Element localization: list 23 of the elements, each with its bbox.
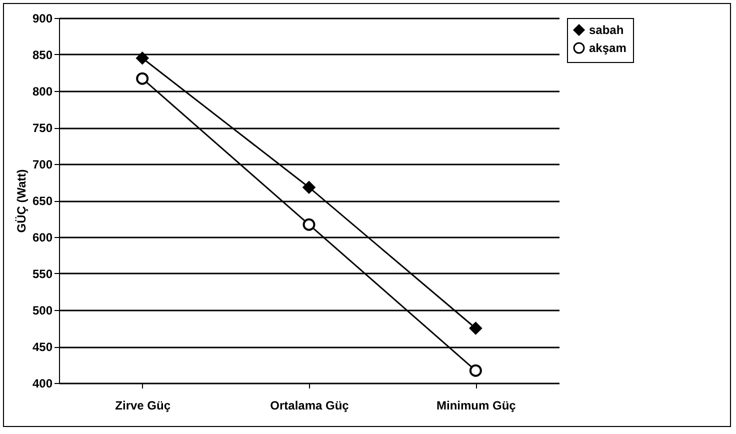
- y-tick-label: 650: [32, 194, 53, 208]
- x-tick-label: Zirve Güç: [115, 398, 171, 412]
- point: [136, 52, 149, 64]
- y-tick-label: 700: [32, 158, 53, 172]
- point: [136, 72, 149, 85]
- legend-label: akşam: [589, 41, 626, 55]
- y-tick-label: 500: [32, 304, 53, 318]
- point: [302, 181, 316, 194]
- y-tick-label: 800: [32, 84, 53, 98]
- y-tick-label: 850: [32, 48, 53, 62]
- legend-label: sabah: [589, 23, 624, 37]
- y-axis-title: GÜÇ (Watt): [14, 169, 28, 233]
- y-tick-label: 900: [32, 12, 53, 26]
- y-tick-label: 450: [32, 340, 53, 354]
- point: [469, 364, 482, 377]
- y-tick-label: 400: [32, 376, 53, 390]
- point: [469, 322, 482, 334]
- x-tick-label: Ortalama Güç: [270, 398, 350, 412]
- y-tick-label: 550: [32, 267, 53, 281]
- y-tick-label: 750: [32, 121, 53, 135]
- point: [302, 218, 316, 231]
- y-tick-label: 600: [32, 230, 53, 244]
- x-tick-label: Minimum Güç: [436, 398, 516, 412]
